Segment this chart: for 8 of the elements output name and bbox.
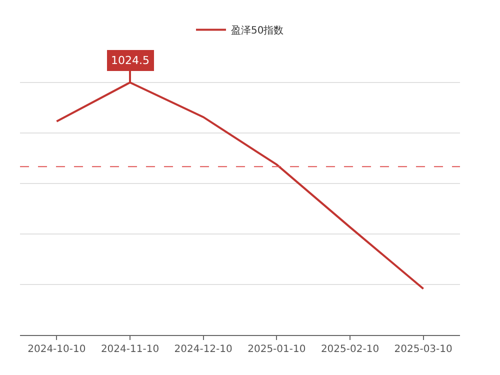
x-tick-label: 2025-01-10: [248, 344, 306, 355]
legend-label: 盈泽50指数: [231, 24, 284, 37]
x-tick-label: 2024-11-10: [100, 344, 160, 355]
x-tick-label: 2025-02-10: [320, 344, 380, 355]
x-tick-label: 2024-12-10: [174, 344, 232, 355]
x-tick-label: 2025-03-10: [394, 344, 452, 355]
annotation: 1024.5: [111, 54, 150, 67]
x-tick-label: 2024-10-10: [28, 344, 86, 355]
